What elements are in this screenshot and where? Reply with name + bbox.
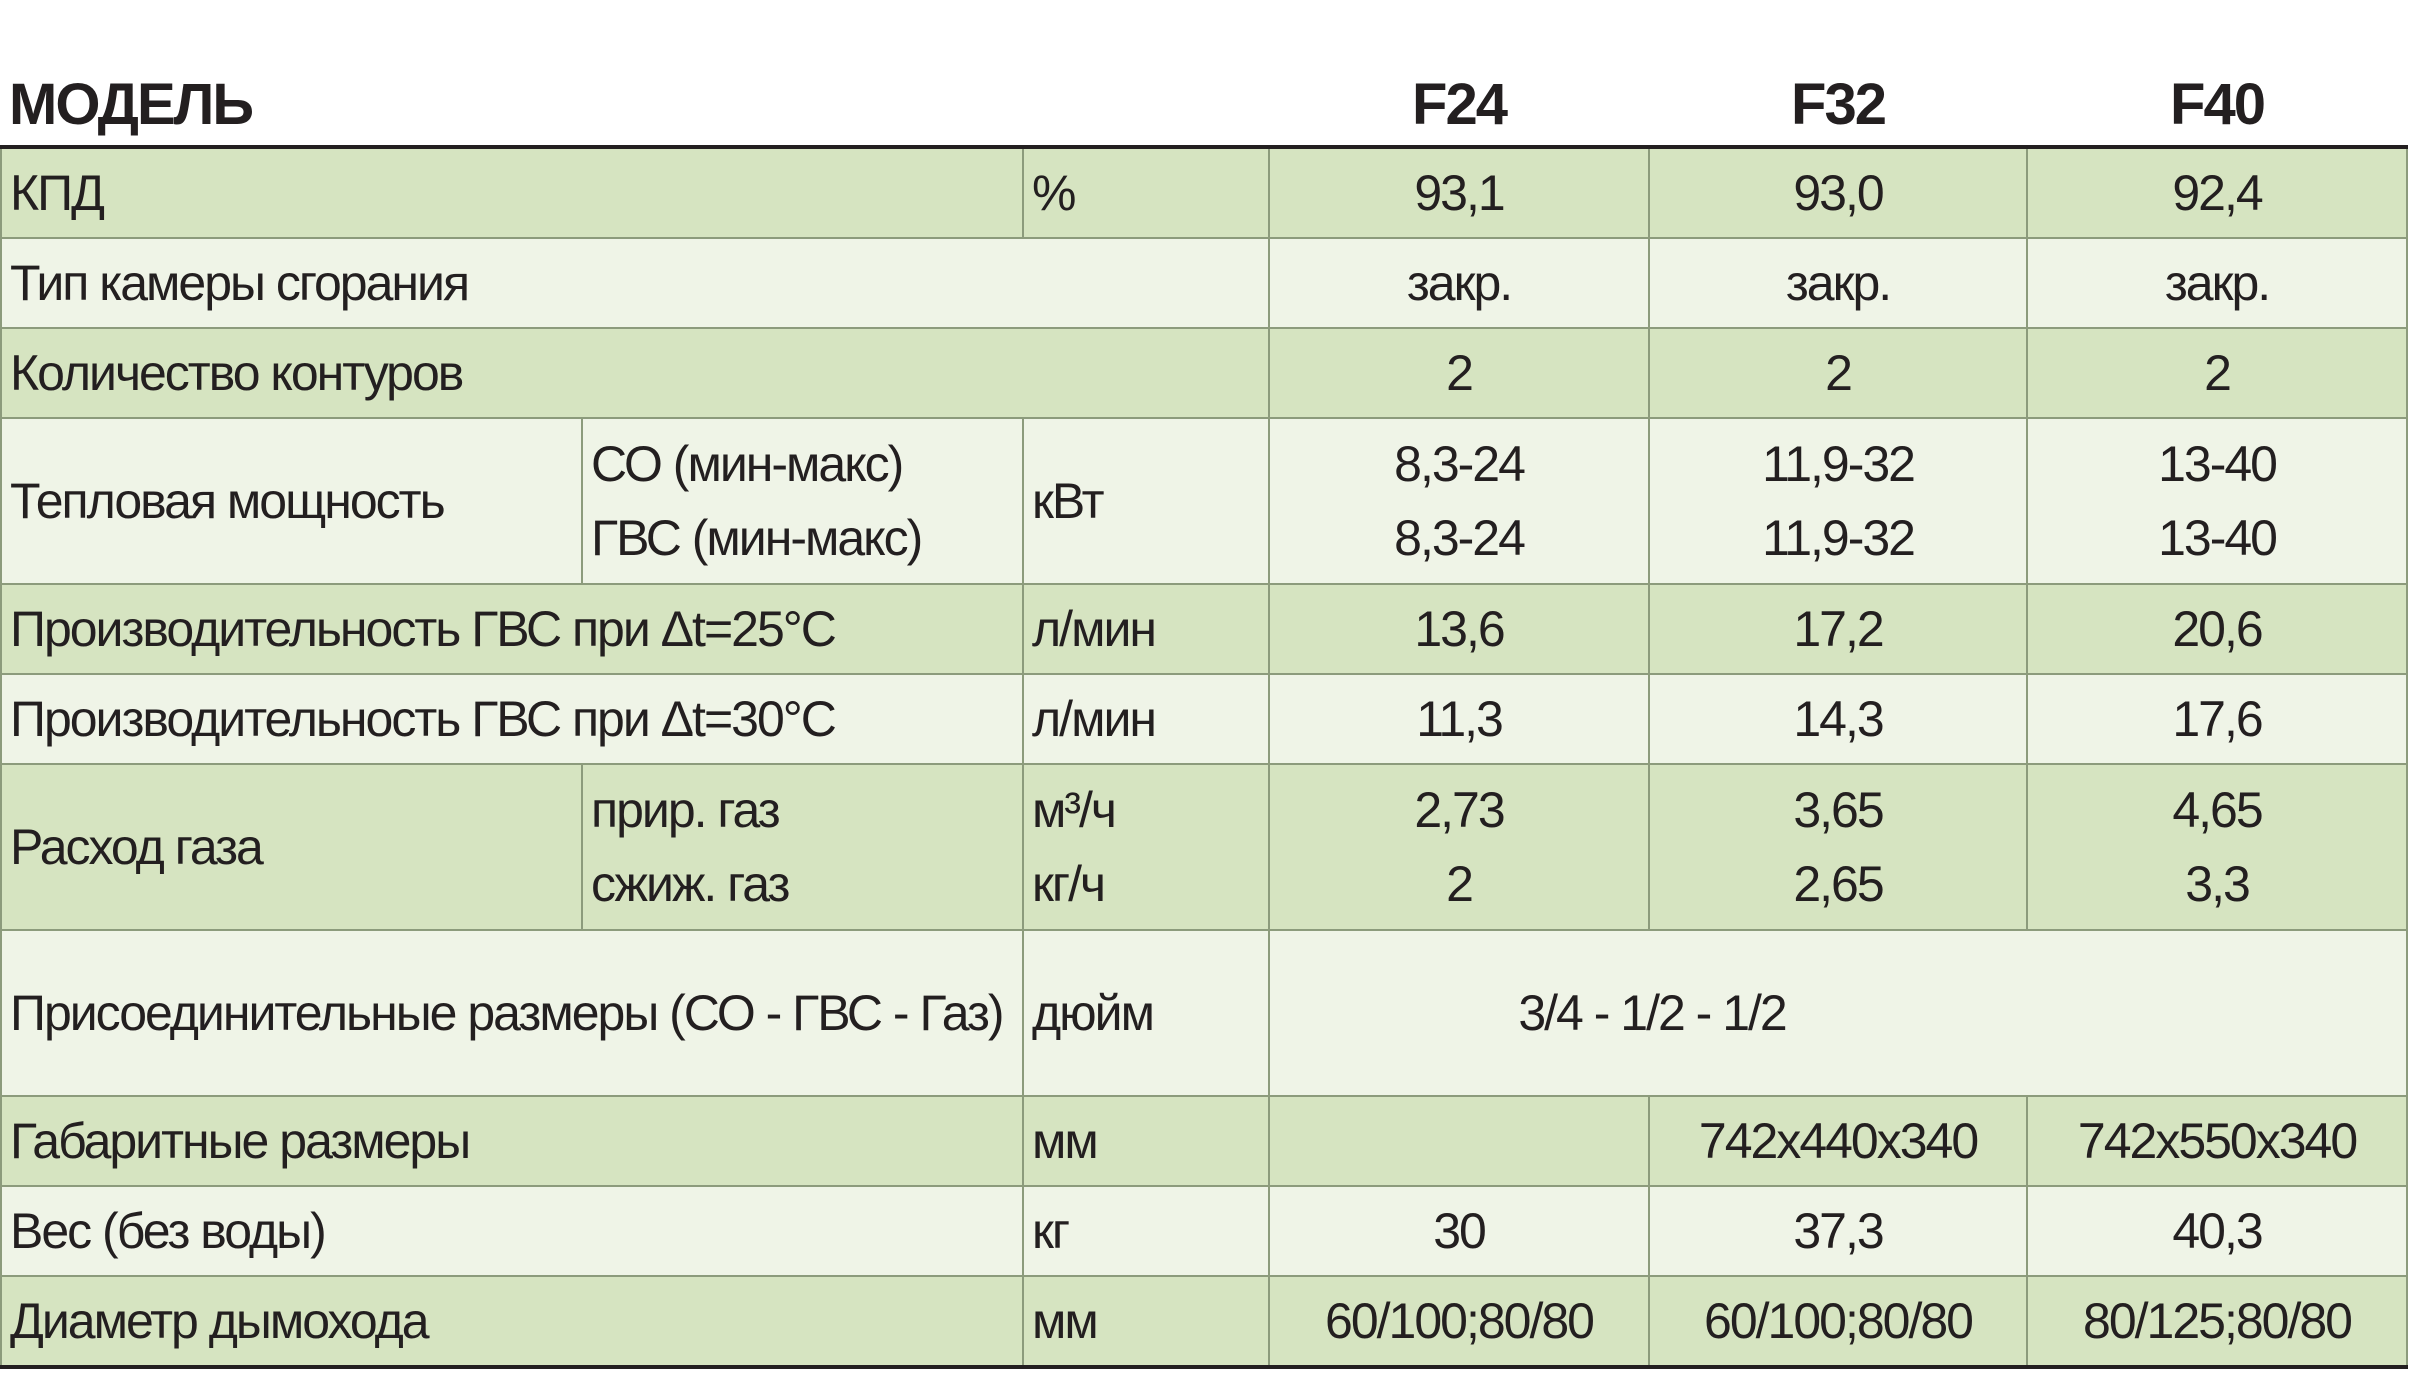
cell-line: 3,65 [1793, 782, 1884, 838]
row-value: 2 [1268, 327, 1651, 419]
row-value: 17,2 [1648, 583, 2029, 675]
row-label: Количество контуров [0, 327, 1271, 419]
row-label: Расход газа [0, 763, 583, 931]
table-body: МОДЕЛЬ F24 F32 F40 КПД% 93,1 93,0 92,4 Тип камер… [0, 0, 2409, 1369]
row-value: 40,3 [2026, 1185, 2409, 1277]
row-value: 80/125;80/80 [2026, 1275, 2409, 1369]
row-value: 3/4 - 1/2 - 1/2 [1268, 929, 2409, 1097]
row-value: 742x550x340 [2026, 1095, 2409, 1187]
cell-line: прир. газ [591, 782, 781, 838]
row-unit: дюйм [1021, 929, 1271, 1097]
row-unit: мм [1021, 1275, 1271, 1369]
spec-row: Производительность ГВС при Δt=25°С л/мин 1… [0, 583, 2409, 675]
row-unit: л/мин [1021, 673, 1271, 765]
spec-row: Габаритные размеры мм 742x440x340 742x550x3… [0, 1095, 2409, 1187]
model-name: F24 [1269, 0, 1650, 149]
row-sublabel: СО (мин-макс) ГВС (мин-макс) [581, 417, 1024, 585]
model-name: F40 [2027, 0, 2408, 149]
spec-row: Тепловая мощность СО (мин-макс) ГВС (мин-м… [0, 417, 2409, 585]
cell-line: 13-40 [2158, 436, 2278, 492]
spec-row: Расход газа прир. газ сжиж. газ м³/ч кг/ч 2,7… [0, 763, 2409, 931]
row-value: 2,73 2 [1268, 763, 1651, 931]
row-value: 2 [1648, 327, 2029, 419]
row-label: Тепловая мощность [0, 417, 583, 585]
row-label: Тип камеры сгорания [0, 237, 1271, 329]
cell-line: сжиж. газ [591, 856, 790, 912]
spec-row: Вес (без воды) кг 30 37,3 40,3 [0, 1185, 2409, 1277]
cell-line: 11,9-32 [1762, 510, 1916, 566]
row-value: 13-40 13-40 [2026, 417, 2409, 585]
row-value: закр. [1648, 237, 2029, 329]
row-label: КПД [0, 146, 1024, 239]
row-value: 37,3 [1648, 1185, 2029, 1277]
cell-line: ГВС (мин-макс) [591, 510, 923, 566]
row-value: закр. [1268, 237, 1651, 329]
row-value: 4,65 3,3 [2026, 763, 2409, 931]
spec-row: Тип камеры сгорания закр. закр. закр. [0, 237, 2409, 329]
row-value: 20,6 [2026, 583, 2409, 675]
row-unit: кВт [1021, 417, 1271, 585]
row-value: 60/100;80/80 [1268, 1275, 1651, 1369]
row-value: 2 [2026, 327, 2409, 419]
row-label: Производительность ГВС при Δt=25°С [0, 583, 1024, 675]
row-value: 93,1 [1268, 146, 1651, 239]
row-value: 3,65 2,65 [1648, 763, 2029, 931]
spec-row: Диаметр дымохода мм 60/100;80/80 60/100;80/… [0, 1275, 2409, 1369]
spec-row: Производительность ГВС при Δt=30°С л/мин 1… [0, 673, 2409, 765]
cell-line: 13-40 [2158, 510, 2278, 566]
cell-line: 8,3-24 [1394, 436, 1526, 492]
row-value: 742x440x340 [1648, 1095, 2029, 1187]
row-unit: л/мин [1021, 583, 1271, 675]
cell-line: 8,3-24 [1394, 510, 1526, 566]
row-value: 60/100;80/80 [1648, 1275, 2029, 1369]
spec-table: МОДЕЛЬ F24 F32 F40 КПД% 93,1 93,0 92,4 Тип камер… [0, 0, 2409, 1369]
row-unit: м³/ч кг/ч [1021, 763, 1271, 931]
spec-row: Количество контуров 2 2 2 [0, 327, 2409, 419]
cell-line: 4,65 [2172, 782, 2263, 838]
row-value: 17,6 [2026, 673, 2409, 765]
cell-line: 3,3 [2185, 856, 2251, 912]
model-name: F32 [1649, 0, 2028, 149]
row-label: Производительность ГВС при Δt=30°С [0, 673, 1024, 765]
cell-line: СО (мин-макс) [591, 436, 904, 492]
row-label: Габаритные размеры [0, 1095, 1024, 1187]
row-value: 8,3-24 8,3-24 [1268, 417, 1651, 585]
row-unit: кг [1021, 1185, 1271, 1277]
row-value: 92,4 [2026, 146, 2409, 239]
spec-row: КПД% 93,1 93,0 92,4 [0, 146, 2409, 239]
row-label: Диаметр дымохода [0, 1275, 1024, 1369]
cell-line: 2,73 [1414, 782, 1505, 838]
row-unit: мм [1021, 1095, 1271, 1187]
row-label: Вес (без воды) [0, 1185, 1024, 1277]
row-value: 13,6 [1268, 583, 1651, 675]
cell-line: 2 [1446, 856, 1474, 912]
row-sublabel: прир. газ сжиж. газ [581, 763, 1024, 931]
header-row: МОДЕЛЬ F24 F32 F40 [1, 0, 2408, 149]
cell-line: кг/ч [1032, 856, 1106, 912]
row-value: 11,3 [1268, 673, 1651, 765]
row-value: 30 [1268, 1185, 1651, 1277]
row-value: закр. [2026, 237, 2409, 329]
row-label: Присоединительные размеры (СО - ГВС - Га… [0, 929, 1024, 1097]
row-value: 11,9-32 11,9-32 [1648, 417, 2029, 585]
cell-line: 2,65 [1793, 856, 1884, 912]
cell-line: м³/ч [1032, 782, 1117, 838]
cell-line: 11,9-32 [1762, 436, 1916, 492]
row-unit: % [1021, 146, 1271, 239]
row-value: 14,3 [1648, 673, 2029, 765]
row-value: 93,0 [1648, 146, 2029, 239]
header-title: МОДЕЛЬ [1, 0, 1270, 149]
row-value [1268, 1095, 1651, 1187]
spec-row: Присоединительные размеры (СО - ГВС - Га… [0, 929, 2409, 1097]
